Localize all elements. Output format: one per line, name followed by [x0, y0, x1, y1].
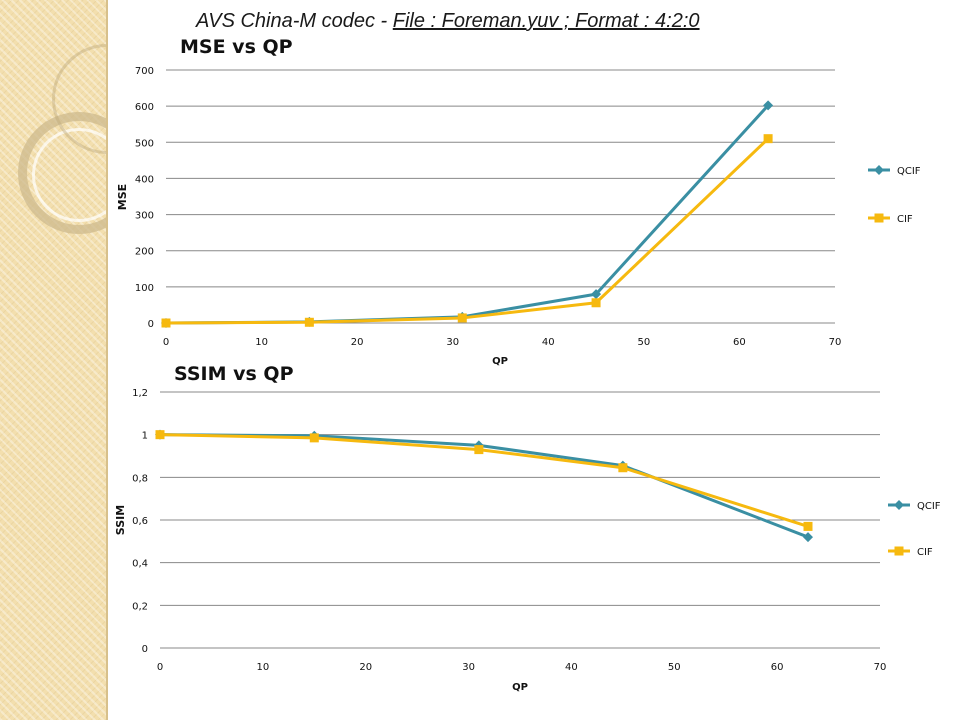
- slide-title: AVS China-M codec - File : Foreman.yuv ;…: [196, 10, 700, 33]
- ssim-legend-marker-cif: [894, 546, 904, 556]
- mse-x-tick-label: 20: [351, 337, 364, 348]
- ssim-legend-marker-qcif: [894, 500, 904, 510]
- ssim-y-tick-label: 0,6: [132, 516, 148, 527]
- ssim-y-tick-label: 0,8: [132, 473, 148, 484]
- ssim-y-tick-label: 0: [142, 644, 148, 655]
- mse-series-cif-point: [161, 318, 171, 328]
- mse-y-tick-label: 300: [135, 211, 154, 222]
- ssim-x-tick-label: 20: [359, 662, 372, 673]
- mse-x-tick-label: 30: [446, 337, 459, 348]
- mse-series-cif-point: [591, 298, 601, 308]
- ssim-x-tick-label: 70: [874, 662, 887, 673]
- mse-y-tick-label: 700: [135, 66, 154, 77]
- ssim-series-cif-point: [474, 445, 484, 455]
- mse-series-qcif-point: [591, 289, 602, 300]
- ssim-x-tick-label: 10: [256, 662, 269, 673]
- ssim-series-qcif-point: [803, 532, 813, 543]
- ssim-y-tick-label: 0,2: [132, 601, 148, 612]
- ssim-y-tick-label: 0,4: [132, 559, 148, 570]
- mse-legend-label-cif: CIF: [897, 214, 913, 225]
- mse-x-axis-label: QP: [492, 356, 508, 367]
- mse-chart-title: MSE vs QP: [180, 36, 293, 58]
- mse-series-cif-point: [304, 317, 314, 327]
- ssim-x-tick-label: 30: [462, 662, 475, 673]
- mse-y-tick-label: 500: [135, 138, 154, 149]
- slide-title-prefix: AVS China-M codec -: [196, 10, 393, 32]
- ssim-series-cif-point: [618, 463, 628, 473]
- mse-y-tick-label: 600: [135, 102, 154, 113]
- mse-y-tick-label: 400: [135, 174, 154, 185]
- mse-legend-marker-qcif: [874, 165, 884, 175]
- ssim-series-cif-point: [803, 521, 813, 531]
- mse-y-tick-label: 0: [148, 319, 154, 330]
- mse-y-axis-label: MSE: [116, 184, 129, 210]
- mse-y-tick-label: 100: [135, 283, 154, 294]
- mse-series-cif-point: [457, 313, 467, 323]
- mse-legend-marker-cif: [874, 213, 884, 223]
- mse-y-tick-label: 200: [135, 247, 154, 258]
- slide-title-file-format: File : Foreman.yuv ; Format : 4:2:0: [392, 10, 700, 32]
- ssim-legend-label-qcif: QCIF: [917, 501, 941, 512]
- ssim-chart-title: SSIM vs QP: [174, 363, 294, 385]
- decorative-side-panel: [0, 0, 106, 720]
- ssim-series-cif-point: [155, 430, 165, 440]
- mse-series-qcif-point: [763, 100, 774, 111]
- ssim-series-cif-line: [159, 433, 809, 528]
- ssim-y-tick-label: 1: [142, 431, 148, 442]
- mse-x-tick-label: 60: [733, 337, 746, 348]
- ssim-y-tick-label: 1,2: [132, 388, 148, 399]
- mse-x-tick-label: 0: [163, 337, 169, 348]
- ssim-series-cif-point: [309, 433, 319, 443]
- mse-x-tick-label: 40: [542, 337, 555, 348]
- ssim-legend-label-cif: CIF: [917, 547, 933, 558]
- mse-series-cif-point: [763, 134, 773, 144]
- ssim-x-tick-label: 40: [565, 662, 578, 673]
- ssim-x-tick-label: 50: [668, 662, 681, 673]
- mse-legend-label-qcif: QCIF: [897, 166, 921, 177]
- mse-x-tick-label: 70: [829, 337, 842, 348]
- ssim-x-tick-label: 0: [157, 662, 163, 673]
- ssim-y-axis-label: SSIM: [114, 505, 127, 535]
- ssim-x-axis-label: QP: [512, 682, 528, 693]
- side-panel-border: [106, 0, 108, 720]
- mse-x-tick-label: 10: [255, 337, 268, 348]
- ssim-x-tick-label: 60: [771, 662, 784, 673]
- mse-x-tick-label: 50: [637, 337, 650, 348]
